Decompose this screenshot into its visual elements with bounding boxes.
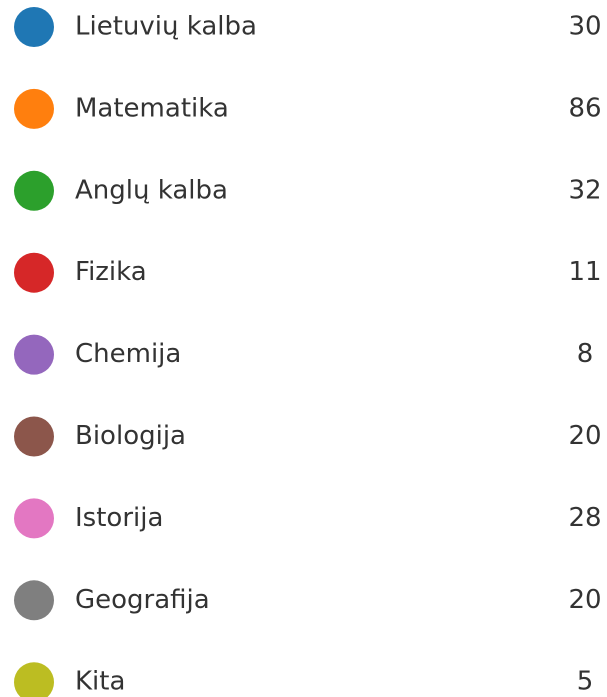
item-count: 20 [568,585,601,615]
color-dot [14,580,54,621]
color-dot [14,662,54,697]
item-count: 5 [577,667,594,697]
item-label: Chemija [75,339,181,369]
color-dot [14,252,54,293]
item-count: 86 [568,93,601,123]
item-label: Kita [75,667,125,697]
item-count: 28 [568,503,601,533]
color-dot [14,88,54,129]
item-label: Biologija [75,421,186,451]
item-label: Istorija [75,503,163,533]
color-dot [14,7,54,47]
item-count: 20 [568,421,601,451]
color-dot [14,170,54,211]
color-dot [14,416,54,457]
color-dot [14,334,54,375]
item-label: Lietuvių kalba [75,12,257,42]
item-label: Matematika [75,93,229,123]
item-label: Anglų kalba [75,175,228,205]
color-dot [14,498,54,539]
item-count: 32 [568,175,601,205]
item-label: Fizika [75,257,147,287]
item-count: 8 [577,339,594,369]
item-count: 30 [568,12,601,42]
item-count: 11 [568,257,601,287]
item-label: Geografija [75,585,210,615]
